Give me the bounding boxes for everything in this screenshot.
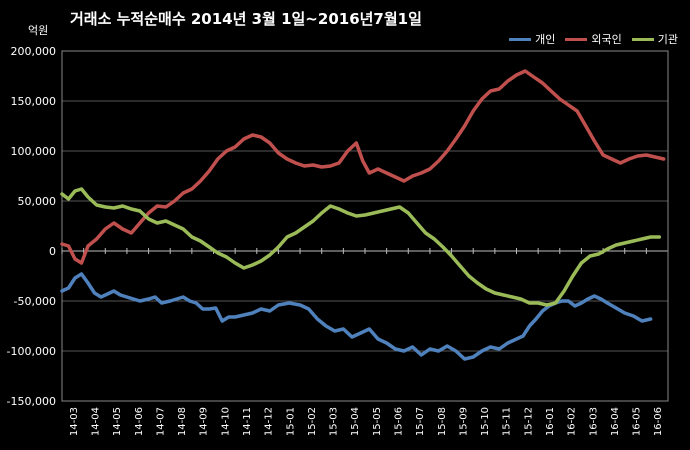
series-line-institution (60, 187, 662, 307)
y-tick-label: 150,000 (11, 95, 57, 108)
y-tick-label: 200,000 (11, 45, 57, 58)
x-tick-label: 14-09 (199, 407, 210, 436)
y-tick-label: 50,000 (18, 195, 57, 208)
series-line-foreign (60, 69, 666, 265)
x-tick-label: 15-03 (329, 407, 340, 436)
x-tick-label: 15-06 (393, 407, 404, 436)
y-tick-label: 100,000 (11, 145, 57, 158)
legend-item-foreign: 외국인 (565, 31, 622, 47)
legend-swatch-individual (509, 37, 532, 41)
x-tick-label: 15-12 (523, 407, 534, 436)
series-lines (60, 69, 666, 361)
y-tick-label: -50,000 (14, 295, 56, 308)
y-tick-label: -100,000 (7, 345, 56, 358)
x-tick-label: 16-03 (588, 407, 599, 436)
legend-label-institution: 기관 (657, 33, 678, 46)
legend-swatch-institution (631, 37, 654, 41)
x-tick-label: 16-02 (567, 407, 578, 436)
x-tick-label: 15-07 (415, 407, 426, 436)
legend-swatch-foreign (565, 37, 588, 41)
plot-frame (61, 50, 669, 402)
x-tick-label: 15-09 (458, 407, 469, 436)
x-tick-label: 15-02 (307, 407, 318, 436)
y-tick-label: -150,000 (7, 395, 56, 408)
x-tick-label: 14-11 (242, 407, 253, 436)
x-tick-label: 14-08 (177, 407, 188, 436)
x-tick-label: 16-05 (632, 407, 643, 436)
x-tick-label: 15-08 (437, 407, 448, 436)
y-tick-label: 0 (49, 245, 56, 258)
legend-item-institution: 기관 (631, 31, 678, 47)
chart-title: 거래소 누적순매수 2014년 3월 1일~2016년7월1일 (70, 10, 422, 28)
x-tick-label: 15-04 (350, 407, 361, 436)
plot-area (62, 51, 668, 401)
x-tick-label: 16-01 (545, 407, 556, 436)
x-tick-label: 15-05 (372, 407, 383, 436)
x-tick-label: 15-01 (285, 407, 296, 436)
x-tick-label: 14-04 (90, 407, 101, 436)
x-tick-label: 14-07 (155, 407, 166, 436)
legend-item-individual: 개인 (509, 31, 555, 47)
legend-label-individual: 개인 (535, 33, 556, 46)
x-tick-label: 16-06 (653, 407, 664, 436)
x-tick-label: 14-10 (220, 407, 231, 436)
legend: 개인 외국인 기관 (509, 31, 678, 47)
legend-label-foreign: 외국인 (591, 33, 622, 46)
x-tick-label: 15-10 (480, 407, 491, 436)
x-tick-label: 16-04 (610, 407, 621, 436)
y-axis-ticks: 200,000 150,000 100,000 50,000 0 -50,000 -100,… (7, 45, 56, 408)
x-tick-label: 15-11 (502, 407, 513, 436)
x-tick-label: 14-03 (69, 407, 80, 436)
x-tick-label: 14-05 (112, 407, 123, 436)
x-tick-label: 14-12 (264, 407, 275, 436)
unit-label: 억원 (28, 24, 49, 37)
x-tick-label: 14-06 (134, 407, 145, 436)
